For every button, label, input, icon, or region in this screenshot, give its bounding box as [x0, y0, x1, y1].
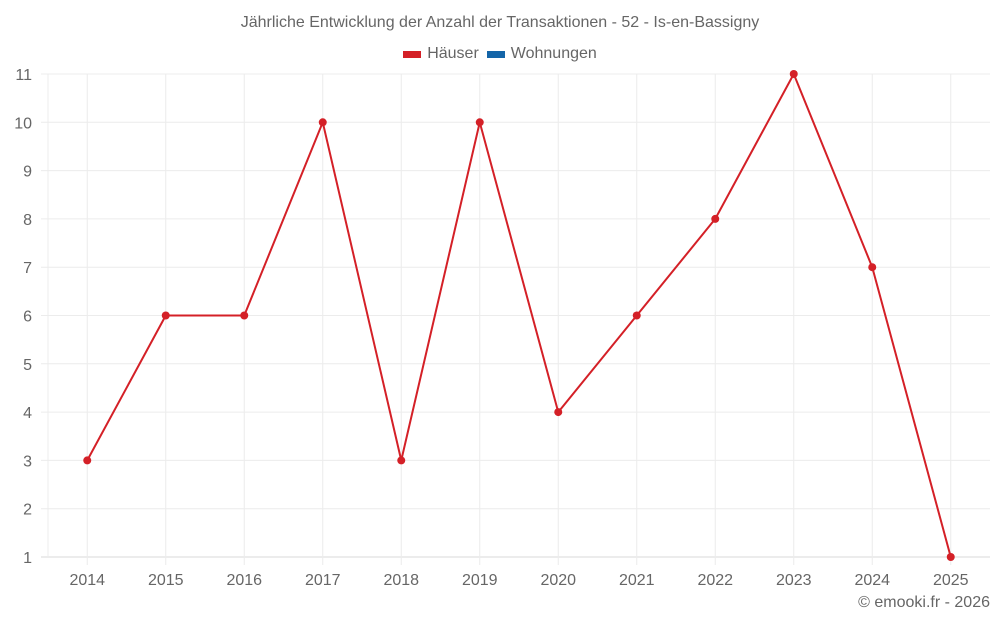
legend-item-haeuser[interactable]: Häuser	[403, 45, 479, 63]
y-tick-label: 7	[23, 260, 32, 277]
series-haeuser	[83, 70, 955, 561]
x-tick-label: 2016	[226, 572, 262, 589]
x-axis: 2014 2015 2016 2017 2018 2019 2020 2021 2022 2023…	[69, 572, 968, 589]
x-tick-label: 2022	[697, 572, 733, 589]
y-tick-label: 6	[23, 309, 32, 326]
x-tick-label: 2019	[462, 572, 498, 589]
y-tick-label: 3	[23, 453, 32, 470]
data-point[interactable]	[240, 311, 249, 320]
x-tick-label: 2021	[619, 572, 655, 589]
x-tick-label: 2014	[69, 572, 105, 589]
x-tick-label: 2024	[854, 572, 890, 589]
data-point[interactable]	[789, 70, 798, 78]
x-tick-label: 2017	[305, 572, 341, 589]
legend-swatch-haeuser	[403, 50, 422, 58]
data-point[interactable]	[318, 118, 327, 127]
legend-swatch-wohnungen	[486, 50, 505, 58]
series-line	[86, 73, 952, 558]
data-point[interactable]	[83, 456, 92, 465]
y-tick-label: 11	[15, 67, 32, 84]
data-point[interactable]	[554, 408, 563, 417]
y-tick-label: 5	[23, 357, 32, 374]
credit-text: © emooki.fr - 2026	[858, 594, 990, 611]
data-point[interactable]	[946, 553, 955, 561]
y-tick-label: 2	[23, 502, 32, 519]
y-tick-label: 1	[23, 550, 32, 567]
data-point[interactable]	[397, 456, 406, 465]
data-point[interactable]	[475, 118, 484, 127]
data-point[interactable]	[161, 311, 170, 320]
legend-item-wohnungen[interactable]: Wohnungen	[486, 45, 597, 63]
legend-label-haeuser: Häuser	[427, 45, 479, 62]
y-tick-label: 9	[23, 164, 32, 181]
y-tick-label: 10	[14, 115, 32, 132]
data-point[interactable]	[632, 311, 641, 320]
x-tick-label: 2023	[776, 572, 812, 589]
x-tick-label: 2018	[383, 572, 419, 589]
y-axis: 1 2 3 4 5 6 7 8 9 10 11	[14, 67, 32, 567]
x-tick-label: 2020	[540, 572, 576, 589]
x-tick-label: 2025	[933, 572, 969, 589]
legend: Häuser Wohnungen	[0, 45, 1000, 63]
data-point[interactable]	[711, 214, 720, 223]
y-tick-label: 8	[23, 212, 32, 229]
gridlines	[41, 73, 990, 565]
legend-label-wohnungen: Wohnungen	[510, 45, 597, 62]
y-tick-label: 4	[23, 405, 32, 422]
x-tick-label: 2015	[148, 572, 184, 589]
chart-title: Jährliche Entwicklung der Anzahl der Tra…	[240, 14, 760, 31]
data-point[interactable]	[868, 263, 877, 272]
